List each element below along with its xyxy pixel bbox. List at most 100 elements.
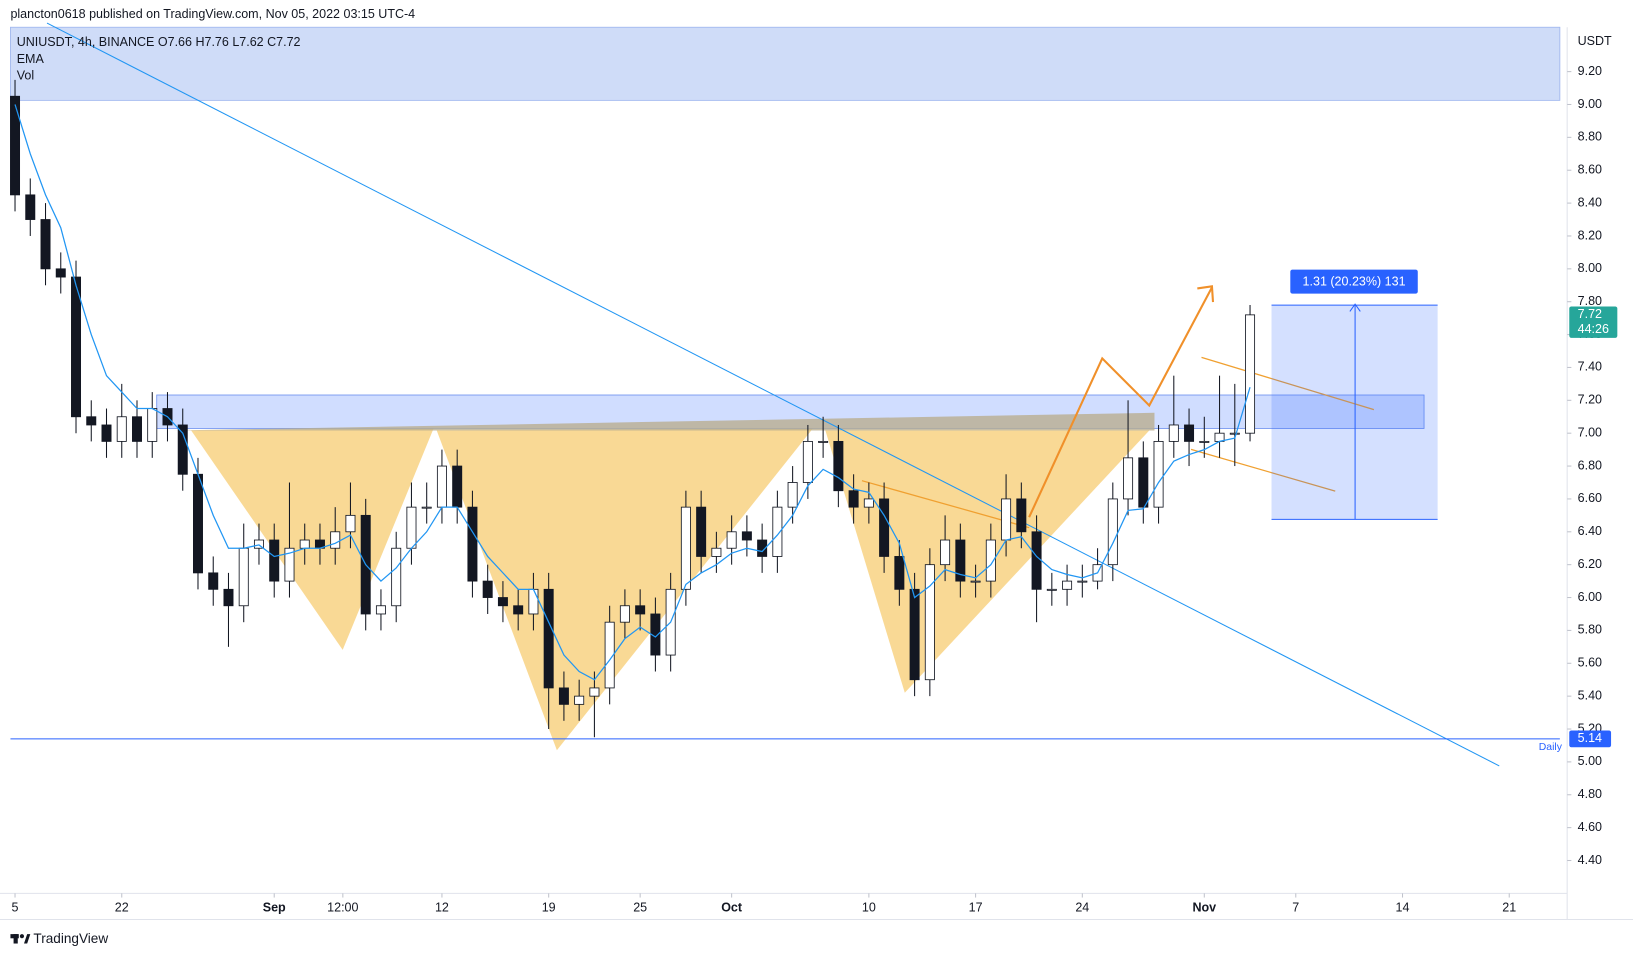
candle-body (1001, 498, 1012, 541)
candle-body (40, 219, 51, 270)
candle-body (467, 506, 478, 582)
x-tick-label: 17 (969, 900, 983, 914)
candle-body (848, 490, 859, 508)
y-tick-label: 7.20 (1578, 393, 1602, 407)
arrow-head (1197, 285, 1215, 303)
x-tick-label: 25 (633, 900, 647, 914)
x-tick-label: 24 (1075, 900, 1089, 914)
y-tick-label: 4.40 (1578, 853, 1602, 867)
candle-body (299, 539, 310, 549)
x-tick-label: 10 (862, 900, 876, 914)
candle-body (802, 440, 813, 483)
candle-body (269, 539, 280, 582)
series: Daily (10, 79, 1563, 753)
measure-label: 1.31 (20.23%) 131 (1303, 274, 1406, 288)
footer-brand: TradingView (33, 931, 108, 946)
candle-body (452, 465, 463, 508)
candle-body (101, 424, 112, 442)
logo-part (19, 934, 25, 939)
candle-body (25, 194, 36, 220)
y-tick-label: 8.40 (1578, 195, 1602, 209)
candle-body (71, 276, 82, 418)
candle-body (1123, 457, 1134, 500)
y-tick-label: 5.60 (1578, 656, 1602, 670)
level-price: 5.14 (1578, 731, 1602, 745)
y-tick-label: 6.00 (1578, 590, 1602, 604)
header: plancton0618 published on TradingView.co… (10, 7, 415, 21)
candle-body (589, 687, 600, 697)
x-tick-label: Nov (1192, 900, 1216, 914)
candle-body (345, 514, 356, 533)
candle-body (1107, 498, 1118, 566)
y-tick-label: 5.80 (1578, 623, 1602, 637)
y-tick-label: 4.80 (1578, 787, 1602, 801)
candle-body (528, 588, 539, 615)
candle-body (497, 597, 508, 607)
y-tick-label: 7.40 (1578, 360, 1602, 374)
candle-body (1245, 314, 1256, 434)
candle-body (147, 408, 158, 442)
y-tick-label: 6.80 (1578, 458, 1602, 472)
y-tick-label: 4.60 (1578, 820, 1602, 834)
x-tick-label: Sep (263, 900, 286, 914)
y-tick-label: 6.20 (1578, 557, 1602, 571)
candle-body (330, 531, 341, 549)
candle-body (909, 588, 920, 681)
supply-zone (10, 26, 1561, 101)
x-tick-label: 7 (1292, 900, 1299, 914)
candle-body (604, 621, 615, 689)
x-tick-label: 12 (435, 900, 449, 914)
candle-body (726, 531, 737, 549)
legend-indicator: EMA (17, 52, 45, 66)
candle-body (55, 268, 66, 278)
candle-body (558, 687, 569, 705)
level-price-box (1569, 730, 1612, 748)
candle-body (1016, 498, 1027, 533)
candle-body (1062, 580, 1073, 590)
y-tick-label: 6.60 (1578, 491, 1602, 505)
drawings: 1.31 (20.23%) 131 (10, 22, 1561, 767)
channel-bottom (1190, 448, 1336, 492)
x-tick-label: 19 (542, 900, 556, 914)
candle-body (955, 539, 966, 582)
candle-body (787, 482, 798, 508)
candle-body (1031, 531, 1042, 590)
trendline (46, 22, 1500, 767)
y-tick-label: 8.00 (1578, 261, 1602, 275)
logo-part (24, 934, 31, 944)
candle-body (680, 506, 691, 590)
x-tick-label: 14 (1396, 900, 1410, 914)
candle-body (833, 440, 844, 492)
candle-body (1168, 424, 1179, 442)
candle-body (696, 506, 707, 557)
candle-body (818, 440, 829, 443)
ema-line (14, 104, 1251, 681)
y-tick-label: 8.80 (1578, 130, 1602, 144)
countdown: 44:26 (1578, 322, 1609, 336)
candle-body (132, 416, 142, 442)
candle-body (482, 580, 493, 598)
measure-label-box (1290, 269, 1418, 294)
candle-body (1138, 457, 1149, 508)
y-tick-label: 8.60 (1578, 163, 1602, 177)
candle-body (513, 605, 524, 615)
y-tick-label: 8.20 (1578, 228, 1602, 242)
candle-body (757, 539, 768, 557)
legend-indicator: Vol (17, 69, 34, 83)
candle-body (635, 605, 646, 615)
candle-body (772, 506, 783, 557)
candle-body (116, 416, 127, 442)
y-tick-label: 5.40 (1578, 688, 1602, 702)
candle-body (1199, 440, 1210, 443)
level-label: Daily (1539, 742, 1563, 753)
candle-body (619, 605, 630, 623)
candle-body (238, 547, 249, 607)
x-tick-label: 5 (12, 900, 19, 914)
candle-body (574, 695, 585, 705)
candle-body (208, 572, 219, 590)
candle-body (1184, 424, 1195, 442)
candle-body (223, 588, 234, 607)
y-tick-label: 5.00 (1578, 754, 1602, 768)
candle-body (985, 539, 996, 582)
